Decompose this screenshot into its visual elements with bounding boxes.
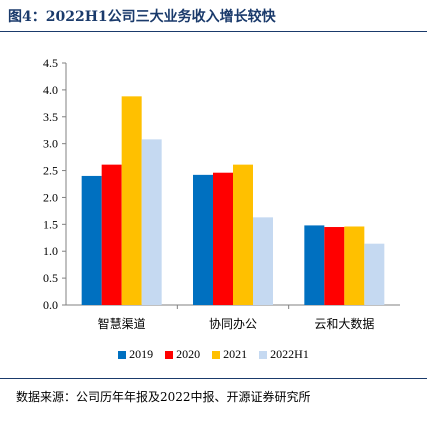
title-divider: [0, 31, 427, 32]
legend-item-2020: 2020: [165, 347, 200, 362]
source-divider: [0, 378, 427, 379]
x-category-label: 协同办公: [209, 316, 257, 331]
bar: [324, 227, 345, 305]
bar: [101, 164, 122, 305]
legend-label-2019: 2019: [129, 347, 154, 361]
y-tick-label: 0.5: [43, 271, 58, 285]
bar: [213, 172, 233, 305]
x-category-label: 智慧渠道: [98, 316, 146, 331]
y-tick-label: 1.5: [43, 217, 58, 231]
y-tick-label: 4.0: [43, 83, 58, 97]
bar: [121, 96, 142, 305]
x-category-label: 云和大数据: [314, 316, 374, 331]
chart-title: 图4：2022H1公司三大业务收入增长较快: [8, 9, 276, 25]
legend-swatch-2022h1: [259, 350, 268, 359]
bar: [193, 174, 213, 305]
source-note: 数据来源：公司历年年报及2022中报、开源证券研究所: [16, 390, 311, 404]
bar: [364, 243, 385, 305]
legend-label-2020: 2020: [176, 347, 201, 361]
legend-swatch-2020: [165, 350, 174, 359]
legend-label-2021: 2021: [223, 347, 248, 361]
y-tick-label: 0.0: [43, 298, 58, 312]
legend-swatch-2021: [212, 350, 221, 359]
y-tick-label: 1.0: [43, 244, 58, 258]
legend-item-2019: 2019: [118, 347, 153, 362]
bar: [81, 175, 102, 305]
y-tick-label: 2.0: [43, 190, 58, 204]
y-tick-label: 3.0: [43, 137, 58, 151]
y-tick-label: 2.5: [43, 164, 58, 178]
bar: [233, 164, 253, 305]
legend: 2019 2020 2021 2022H1: [0, 347, 427, 362]
bar: [253, 217, 273, 305]
legend-label-2022h1: 2022H1: [270, 347, 309, 361]
legend-swatch-2019: [118, 350, 127, 359]
legend-item-2022h1: 2022H1: [259, 347, 309, 362]
bar: [304, 225, 325, 305]
bar: [344, 226, 365, 305]
y-tick-label: 3.5: [43, 110, 58, 124]
y-tick-label: 4.5: [43, 56, 58, 70]
bar: [141, 139, 162, 305]
legend-item-2021: 2021: [212, 347, 247, 362]
